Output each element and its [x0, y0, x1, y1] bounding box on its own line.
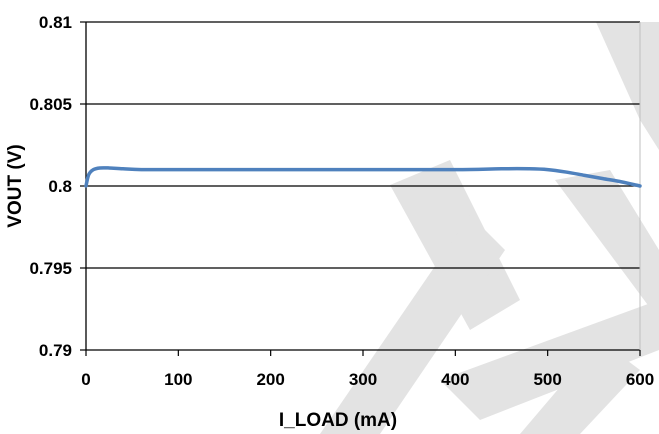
y-axis-title: VOUT (V) [5, 144, 26, 227]
x-tick-label-1: 100 [164, 370, 192, 389]
y-tick-labels: 0.79 0.795 0.8 0.805 0.81 [29, 13, 72, 360]
y-tick-label-3: 0.805 [29, 95, 72, 114]
x-tick-label-6: 600 [626, 370, 654, 389]
x-tick-label-2: 200 [256, 370, 284, 389]
y-tick-label-0: 0.79 [39, 341, 72, 360]
plot-axes [80, 22, 640, 356]
grid-lines [86, 22, 640, 350]
y-tick-label-1: 0.795 [29, 259, 72, 278]
y-tick-label-2: 0.8 [48, 177, 72, 196]
x-tick-label-4: 400 [441, 370, 469, 389]
y-tick-label-4: 0.81 [39, 13, 72, 32]
x-tick-label-0: 0 [81, 370, 90, 389]
watermark-stroke-0 [596, 22, 659, 150]
x-axis-title: I_LOAD (mA) [279, 410, 397, 431]
series-group [86, 168, 640, 186]
x-tick-label-3: 300 [349, 370, 377, 389]
watermark-stroke-3 [555, 170, 659, 320]
series-line-0 [86, 168, 640, 186]
x-tick-label-5: 500 [533, 370, 561, 389]
